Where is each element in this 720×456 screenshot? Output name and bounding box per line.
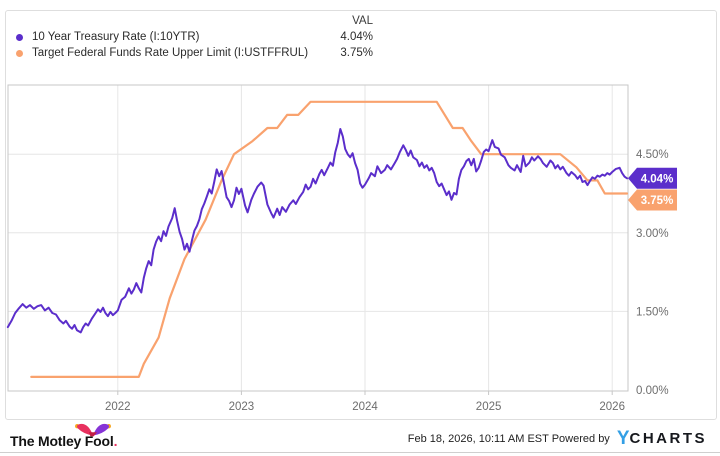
x-axis-label: 2022 [105, 401, 131, 413]
series-line-I:USTFFRUL [30, 100, 629, 378]
legend-swatch-icon [16, 33, 23, 41]
chart-legend: VAL 10 Year Treasury Rate (I:10YTR) 4.04%… [12, 14, 373, 61]
x-axis-label: 2023 [229, 401, 255, 413]
legend-value: 4.04% [340, 31, 373, 43]
y-axis-label: 1.50% [636, 306, 669, 318]
legend-val-header: VAL [352, 15, 373, 27]
y-axis-label: 0.00% [636, 385, 669, 397]
ycharts-logo[interactable]: Y CHARTS [617, 429, 707, 448]
x-axis-label: 2025 [476, 401, 502, 413]
bottom-separator [0, 452, 720, 453]
y-axis-label: 3.00% [636, 228, 669, 240]
motley-fool-logo[interactable]: The Motley Fool. [10, 420, 140, 452]
value-badge-I:USTFFRUL [628, 189, 677, 211]
value-badge-label: 3.75% [641, 195, 674, 207]
value-badge-label: 4.04% [641, 173, 674, 185]
series-line-I:10YTR [6, 128, 628, 334]
ycharts-wordmark: CHARTS [629, 430, 707, 447]
legend-rows: 10 Year Treasury Rate (I:10YTR) 4.04% Targ… [12, 29, 373, 61]
value-badge-I:10YTR [628, 167, 677, 189]
legend-item-0: 10 Year Treasury Rate (I:10YTR) 4.04% [12, 29, 373, 45]
legend-label: 10 Year Treasury Rate (I:10YTR) [32, 31, 200, 43]
x-axis-label: 2024 [352, 401, 378, 413]
jester-cap-icon [75, 423, 111, 437]
plot-border [7, 84, 629, 392]
ycharts-y-glyph: Y [616, 428, 630, 449]
legend-swatch-icon [16, 49, 23, 57]
y-axis-label: 4.50% [636, 149, 669, 161]
timestamp: Feb 18, 2026, 10:11 AM EST Powered by [407, 432, 610, 445]
fool-period: . [113, 433, 118, 449]
legend-item-1: Target Federal Funds Rate Upper Limit (I… [12, 45, 373, 61]
motley-fool-wordmark: The Motley Fool. [10, 433, 118, 449]
legend-value: 3.75% [340, 47, 373, 59]
legend-label: Target Federal Funds Rate Upper Limit (I… [32, 47, 309, 59]
x-axis-label: 2026 [599, 401, 625, 413]
chart-card [5, 10, 717, 420]
